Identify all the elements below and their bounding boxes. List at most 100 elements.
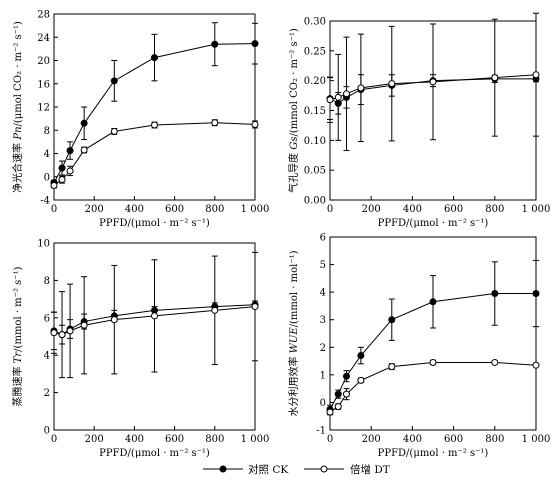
data-point xyxy=(357,84,365,92)
y-axis-label-symbol: Gs xyxy=(289,136,300,149)
data-point xyxy=(326,96,334,104)
data-point xyxy=(110,316,118,324)
y-tick-label: 4 xyxy=(44,149,50,160)
y-tick-label: 0.10 xyxy=(304,136,326,147)
series-dt xyxy=(50,119,259,189)
x-tick-label: 1 000 xyxy=(522,204,551,215)
x-tick-label: 1 000 xyxy=(522,434,551,445)
chart-panel-gs: 0 200 400 600 800 1 000 0.00 0.05 0.10 0.15 0.20 0.… xyxy=(287,12,551,229)
data-point xyxy=(151,312,158,320)
legend-entry-dt: 倍增 DT xyxy=(304,463,390,476)
x-tick-label: 800 xyxy=(485,204,504,215)
data-point xyxy=(342,372,350,380)
data-point xyxy=(334,390,342,398)
x-tick-label: 1 000 xyxy=(241,204,270,215)
data-point xyxy=(50,329,58,337)
series-ck xyxy=(50,22,259,187)
y-tick-label: 12 xyxy=(37,103,50,114)
data-point xyxy=(357,376,365,384)
data-point xyxy=(80,146,88,154)
data-point xyxy=(58,176,66,184)
data-point xyxy=(326,408,334,416)
y-tick-label: 4 xyxy=(44,351,50,362)
y-tick-label: 0.05 xyxy=(304,166,326,177)
y-tick-label: 8 xyxy=(44,126,50,137)
chart-panel-pn: 0 200 400 600 800 1 000-40481216202428PPFD/(μ… xyxy=(11,10,269,230)
data-point xyxy=(251,40,259,48)
data-point xyxy=(388,316,396,324)
x-tick-label: 600 xyxy=(165,204,184,215)
x-tick-label: 1 000 xyxy=(241,434,270,445)
data-point xyxy=(58,331,66,339)
y-tick-label: 6 xyxy=(320,233,326,244)
y-axis-label-name: 水分利用效率 xyxy=(287,353,300,416)
legend-dt-label: 倍增 DT xyxy=(350,463,390,476)
y-tick-label: -4 xyxy=(40,196,50,207)
series-ck xyxy=(326,259,540,414)
y-tick-label: 0.00 xyxy=(304,196,326,207)
data-point xyxy=(151,121,158,129)
y-axis-label-name: 气孔导度 xyxy=(287,150,300,193)
data-point xyxy=(251,120,259,128)
data-point xyxy=(491,74,499,82)
y-tick-label: -1 xyxy=(316,426,326,437)
data-point xyxy=(532,361,540,369)
y-axis-label: 蒸腾速率 Tr/(mmol · m⁻² s⁻¹) xyxy=(11,266,24,406)
x-tick-label: 400 xyxy=(403,204,422,215)
y-axis-label-unit: /(mmol · mol⁻¹) xyxy=(289,250,300,327)
data-point xyxy=(80,119,88,127)
y-tick-label: 6 xyxy=(44,313,50,324)
x-tick-label: 800 xyxy=(485,434,504,445)
data-point xyxy=(491,358,499,366)
legend-ck-marker xyxy=(219,465,227,473)
x-tick-label: 600 xyxy=(444,434,463,445)
x-tick-label: 800 xyxy=(205,434,224,445)
y-tick-label: 2 xyxy=(320,343,326,354)
y-tick-label: 5 xyxy=(320,260,326,271)
y-axis-label-symbol: Pn xyxy=(13,126,24,140)
x-tick-label: 400 xyxy=(403,434,422,445)
data-point xyxy=(532,71,540,79)
data-point xyxy=(251,303,259,311)
x-tick-label: 200 xyxy=(85,204,104,215)
legend-dt-marker xyxy=(320,465,328,473)
y-tick-label: 0 xyxy=(44,172,50,183)
data-point xyxy=(58,164,66,172)
data-point xyxy=(110,77,118,85)
legend-entry-ck: 对照 CK xyxy=(203,463,288,476)
y-tick-label: 3 xyxy=(320,315,326,326)
x-tick-label: 0 xyxy=(327,434,333,445)
data-point xyxy=(211,306,219,314)
y-axis-label-symbol: WUE xyxy=(289,327,300,354)
y-axis-label-name: 蒸腾速率 xyxy=(11,363,24,406)
data-point xyxy=(80,321,88,329)
legend: 对照 CK 倍增 DT xyxy=(203,463,390,476)
data-point xyxy=(342,90,350,98)
data-point xyxy=(357,352,365,360)
x-axis-label: PPFD/(μmol · m⁻² s⁻¹) xyxy=(99,218,210,229)
x-axis-label: PPFD/(μmol · m⁻² s⁻¹) xyxy=(378,448,489,459)
x-tick-label: 800 xyxy=(205,204,224,215)
y-axis-label-symbol: Tr xyxy=(13,351,24,364)
y-tick-label: 4 xyxy=(320,288,326,299)
legend-ck-label: 对照 CK xyxy=(248,463,288,476)
y-tick-label: 2 xyxy=(44,388,50,399)
y-tick-label: 16 xyxy=(37,79,50,90)
series-dt xyxy=(326,12,540,151)
x-tick-label: 200 xyxy=(362,434,381,445)
y-axis-label-unit: /(μmol CO₂ · m⁻² s⁻¹) xyxy=(13,21,24,126)
data-point xyxy=(211,40,219,48)
data-point xyxy=(388,363,396,371)
y-tick-label: 0 xyxy=(320,398,326,409)
x-tick-label: 600 xyxy=(165,434,184,445)
data-point xyxy=(388,80,396,88)
y-tick-label: 0.25 xyxy=(304,46,326,57)
x-axis-label: PPFD/(μmol · m⁻² s⁻¹) xyxy=(378,218,489,229)
series-dt xyxy=(326,358,540,416)
data-point xyxy=(491,290,499,298)
y-tick-label: 0.20 xyxy=(304,76,326,87)
x-tick-label: 200 xyxy=(85,434,104,445)
data-point xyxy=(151,54,158,62)
